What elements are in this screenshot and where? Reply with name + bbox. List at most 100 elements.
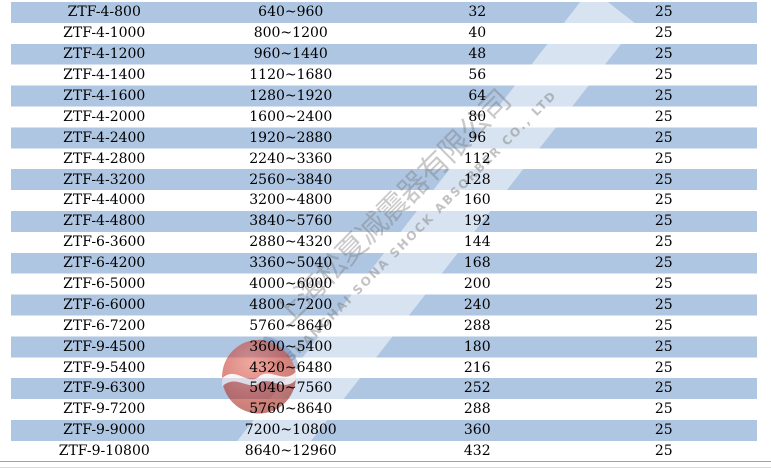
- table-cell: 25: [654, 380, 673, 397]
- table-cell: 2560~3840: [249, 171, 333, 188]
- table-cell: ZTF-4-3200: [63, 171, 146, 188]
- table-cell: 1120~1680: [249, 67, 333, 84]
- table-cell: 2880~4320: [249, 234, 333, 251]
- table-cell: 3840~5760: [249, 213, 333, 230]
- table-cell: 800~1200: [253, 25, 328, 42]
- table-cell: ZTF-4-1600: [63, 88, 146, 104]
- table-cell: 25: [654, 255, 673, 272]
- table-row: ZTF-4-1200 960~1440 48 25: [11, 44, 757, 65]
- table-cell: ZTF-4-1000: [63, 25, 146, 42]
- table-cell: 216: [463, 359, 491, 376]
- table-row: ZTF-9-5400 4320~6480 216 25: [11, 357, 757, 378]
- table-cell: ZTF-4-2400: [63, 129, 146, 146]
- table-cell: 25: [654, 46, 673, 63]
- table-cell: 25: [654, 171, 673, 188]
- table-cell: 168: [463, 255, 491, 272]
- table-cell: 144: [463, 234, 491, 251]
- table-cell: ZTF-6-3600: [63, 234, 146, 251]
- table-cell: 25: [654, 25, 673, 42]
- table-cell: 4800~7200: [249, 296, 333, 313]
- table-row: ZTF-4-800 640~960 32 25: [11, 2, 757, 23]
- table-cell: ZTF-4-2800: [63, 150, 146, 167]
- table-cell: 25: [654, 192, 673, 209]
- table-cell: 8640~12960: [244, 443, 337, 460]
- table-row: ZTF-6-4200 3360~5040 168 25: [11, 253, 757, 274]
- table-row: ZTF-4-2400 1920~2880 96 25: [11, 127, 757, 148]
- table-cell: 5760~8640: [249, 401, 333, 418]
- table-row: ZTF-4-2800 2240~3360 112 25: [11, 148, 757, 169]
- table-cell: 112: [463, 150, 491, 167]
- table-cell: 3600~5400: [249, 338, 333, 355]
- table-cell: 4320~6480: [249, 359, 333, 376]
- table-cell: 4000~6000: [249, 276, 333, 293]
- table-row: ZTF-9-4500 3600~5400 180 25: [11, 336, 757, 357]
- table-cell: 25: [654, 276, 673, 293]
- table-grid: ZTF-4-800 640~960 32 25 ZTF-4-1000 800~1200 40…: [11, 2, 757, 462]
- table-cell: 200: [463, 276, 491, 293]
- table-cell: ZTF-4-2000: [63, 108, 146, 125]
- table-cell: ZTF-4-4800: [63, 213, 146, 230]
- table-cell: 1920~2880: [249, 129, 333, 146]
- table-cell: 2240~3360: [249, 150, 333, 167]
- table-cell: 25: [654, 150, 673, 167]
- table-row: ZTF-4-1600 1280~1920 64 25: [11, 86, 757, 107]
- table-cell: 25: [654, 4, 673, 21]
- table-row: ZTF-4-1000 800~1200 40 25: [11, 23, 757, 44]
- table-row: ZTF-9-6300 5040~7560 252 25: [11, 378, 757, 399]
- table-cell: 288: [463, 317, 491, 334]
- table-cell: 56: [468, 67, 487, 84]
- table-cell: 1600~2400: [249, 108, 333, 125]
- table-cell: 25: [654, 129, 673, 146]
- table-row: ZTF-6-3600 2880~4320 144 25: [11, 232, 757, 253]
- table-row: ZTF-4-1400 1120~1680 56 25: [11, 65, 757, 86]
- table-cell: ZTF-4-1400: [63, 67, 146, 84]
- table-cell: 128: [463, 171, 491, 188]
- table-cell: 960~1440: [253, 46, 328, 63]
- table-cell: 240: [463, 296, 491, 313]
- table-bottom-border: [0, 461, 771, 462]
- table-row: ZTF-4-3200 2560~3840 128 25: [11, 169, 757, 190]
- table-cell: 7200~10800: [244, 422, 337, 439]
- table-cell: ZTF-6-6000: [63, 296, 146, 313]
- table-cell: 32: [468, 4, 487, 21]
- table-row: ZTF-6-7200 5760~8640 288 25: [11, 315, 757, 336]
- table-cell: 5040~7560: [249, 380, 333, 397]
- table-row: ZTF-6-6000 4800~7200 240 25: [11, 294, 757, 315]
- table-row: ZTF-4-2000 1600~2400 80 25: [11, 106, 757, 127]
- table-cell: 25: [654, 401, 673, 418]
- table-cell: ZTF-9-5400: [63, 359, 146, 376]
- table-cell: 1280~1920: [249, 88, 333, 104]
- table-cell: ZTF-6-5000: [63, 276, 146, 293]
- table-cell: 80: [468, 108, 487, 125]
- table-row: ZTF-9-7200 5760~8640 288 25: [11, 399, 757, 420]
- table-cell: ZTF-4-4000: [63, 192, 146, 209]
- table-cell: 432: [463, 443, 491, 460]
- table-cell: 252: [463, 380, 491, 397]
- table-cell: 160: [463, 192, 491, 209]
- table-cell: ZTF-9-4500: [63, 338, 146, 355]
- table-cell: 25: [654, 422, 673, 439]
- table-cell: 3360~5040: [249, 255, 333, 272]
- table-cell: 25: [654, 213, 673, 230]
- table-cell: 25: [654, 338, 673, 355]
- table-row: ZTF-4-4000 3200~4800 160 25: [11, 190, 757, 211]
- table-cell: 180: [463, 338, 491, 355]
- table-cell: ZTF-9-7200: [63, 401, 146, 418]
- table-cell: 25: [654, 234, 673, 251]
- table-cell: 40: [468, 25, 487, 42]
- table-cell: 5760~8640: [249, 317, 333, 334]
- table-cell: 48: [468, 46, 487, 63]
- table-cell: 25: [654, 67, 673, 84]
- table-cell: 360: [463, 422, 491, 439]
- table-cell: ZTF-9-6300: [63, 380, 146, 397]
- table-cell: 288: [463, 401, 491, 418]
- table-cell: ZTF-6-7200: [63, 317, 146, 334]
- table-cell: ZTF-4-800: [67, 4, 141, 21]
- table-cell: 25: [654, 359, 673, 376]
- table-cell: 25: [654, 296, 673, 313]
- table-cell: 25: [654, 317, 673, 334]
- table-cell: 3200~4800: [249, 192, 333, 209]
- table-cell: 25: [654, 88, 673, 104]
- table-cell: ZTF-9-9000: [63, 422, 146, 439]
